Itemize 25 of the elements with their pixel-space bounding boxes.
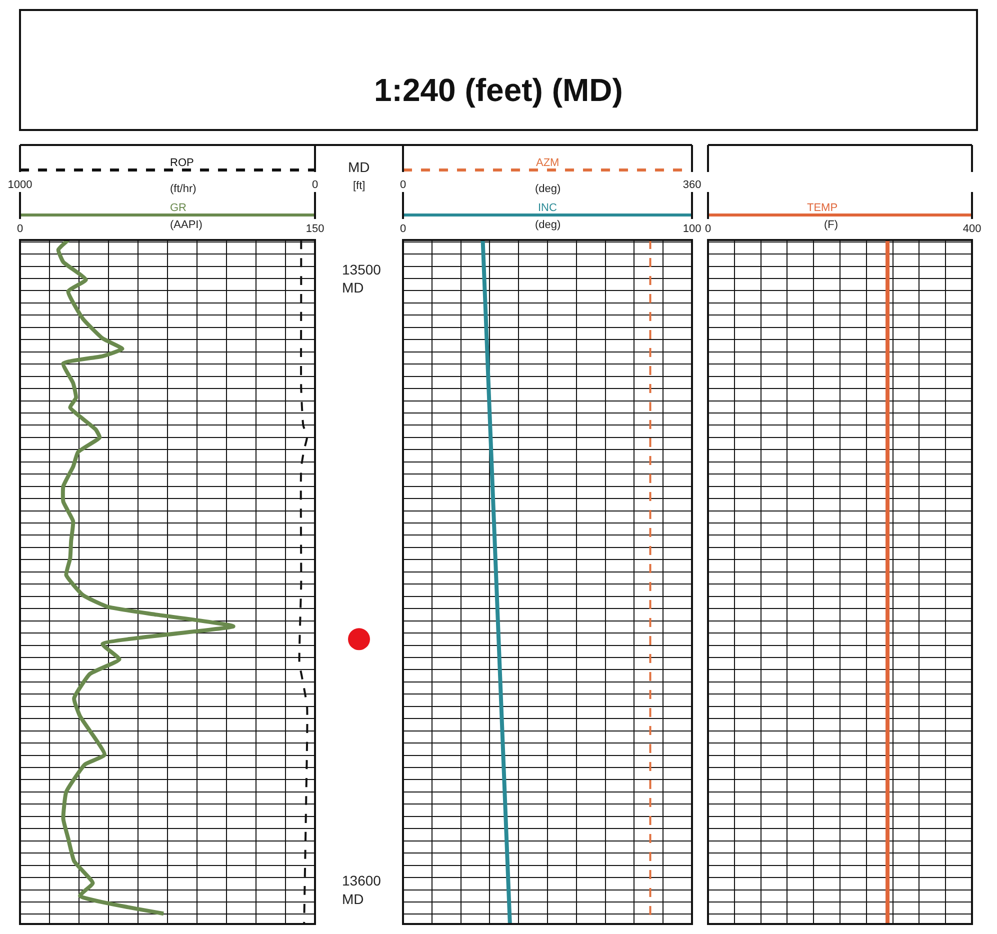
text: GR	[170, 202, 187, 214]
x2-tick-label: 0	[312, 178, 318, 191]
x-axis-title: (AAPI)	[170, 219, 202, 231]
text: AZM	[536, 157, 560, 169]
y-tick-label: 13500 MD	[342, 261, 382, 296]
x2-tick-label: 0	[400, 178, 406, 191]
text: TEMP	[807, 202, 838, 214]
x2-axis-title: (ft/hr)	[170, 183, 196, 195]
chart-subtitle: [ft]	[353, 180, 366, 192]
x-tick-label: 100	[682, 222, 702, 235]
x-axis-title: (deg)	[535, 219, 561, 231]
x-tick-label: 0	[400, 222, 406, 235]
text: 1:240 (feet) (MD)	[374, 72, 623, 108]
y-tick-label: 13600 MD	[342, 872, 382, 907]
x-tick-label: 150	[306, 222, 324, 235]
chart-title: MD	[348, 159, 370, 175]
x2-axis-title: (deg)	[535, 183, 561, 195]
x2-tick-label: 360	[682, 178, 702, 191]
text: ROP	[170, 157, 194, 169]
text: INC	[538, 202, 557, 214]
x-tick-label: 400	[962, 222, 982, 235]
x2-tick-label: 1000	[8, 178, 32, 191]
x-tick-label: 0	[704, 222, 712, 235]
x-axis-title: (F)	[824, 219, 838, 231]
x-tick-label: 0	[16, 222, 24, 235]
